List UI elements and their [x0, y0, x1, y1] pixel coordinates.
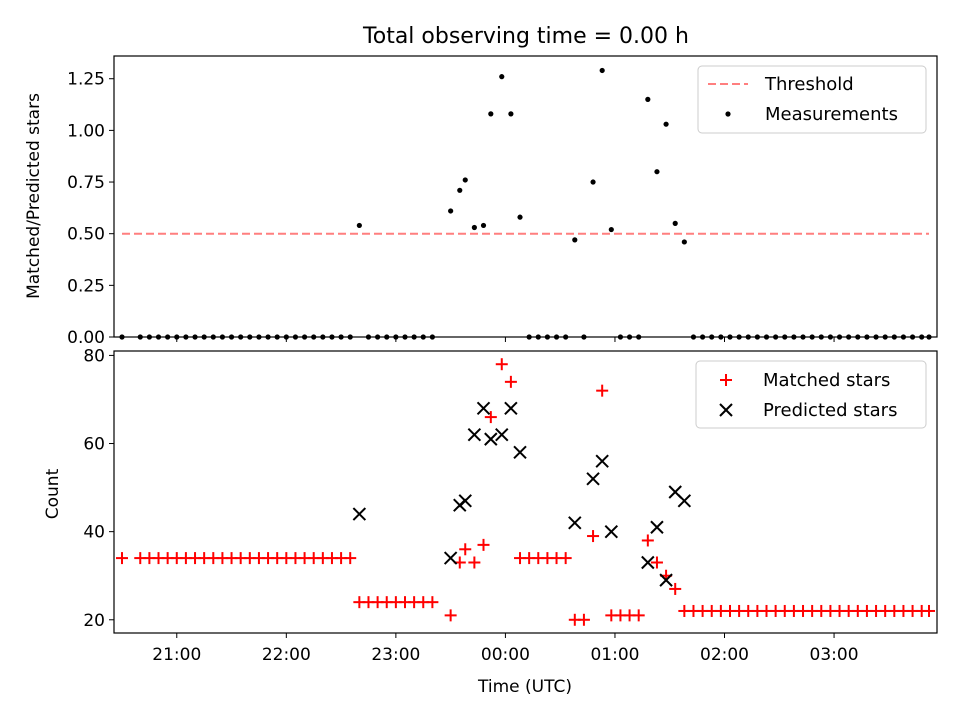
measurement-point	[499, 74, 505, 80]
measurement-point	[645, 96, 651, 102]
top-y-tick-label: 1.25	[67, 70, 105, 90]
top-y-axis: 0.00 0.25 0.50 0.75 1.00 1.25	[67, 70, 114, 348]
matched-star-point	[468, 556, 481, 569]
measurement-point	[590, 179, 596, 185]
predicted-star-point	[495, 428, 509, 442]
matched-star-point	[923, 604, 935, 617]
top-y-tick-label: 1.00	[67, 121, 105, 141]
bottom-y-tick-label: 80	[83, 346, 105, 366]
bottom-x-tick-label: 00:00	[481, 645, 530, 665]
matched-star-point	[477, 538, 490, 551]
top-chart-title: Total observing time = 0.00 h	[362, 24, 689, 49]
predicted-star-point	[604, 524, 619, 539]
matched-star-point	[504, 375, 517, 388]
top-y-axis-label: Matched/Predicted stars	[24, 93, 44, 299]
matched-star-point	[587, 530, 600, 543]
matched-star-point	[632, 609, 645, 622]
bottom-x-tick-label: 21:00	[152, 645, 201, 665]
top-legend-measurements-label: Measurements	[765, 104, 898, 125]
matched-star-point	[577, 613, 590, 626]
matched-star-point	[426, 596, 439, 609]
bottom-y-tick-label: 60	[83, 435, 105, 455]
measurement-point	[457, 187, 463, 193]
matched-star-point	[495, 358, 508, 371]
predicted-star-point	[443, 551, 458, 565]
bottom-x-tick-label: 03:00	[810, 645, 859, 665]
measurement-point	[681, 239, 687, 245]
bottom-x-tick-label: 22:00	[262, 645, 311, 665]
measurement-point	[599, 67, 605, 74]
predicted-star-point	[568, 516, 582, 530]
predicted-star-point	[476, 401, 491, 415]
bottom-x-tick-label: 23:00	[371, 645, 420, 665]
bottom-x-axis: 21:00 22:00 23:00 00:00 01:00 02:00 03:00	[152, 633, 859, 665]
top-plot-frame	[113, 55, 938, 338]
bottom-y-tick-label: 20	[83, 611, 105, 631]
predicted-star-point	[484, 432, 498, 446]
predicted-star-point	[504, 401, 518, 415]
top-legend: Threshold Measurements	[697, 65, 927, 134]
measurement-point	[488, 111, 494, 117]
matched-star-point	[559, 552, 572, 565]
bottom-y-axis-label: Count	[43, 468, 63, 519]
predicted-star-point	[513, 445, 527, 460]
bottom-x-tick-label: 01:00	[590, 645, 639, 665]
measurement-point	[517, 214, 523, 220]
bottom-y-tick-label: 40	[83, 523, 105, 543]
matched-star-point	[459, 543, 472, 556]
bottom-legend-predicted-label: Predicted stars	[763, 400, 897, 421]
bottom-legend: Matched stars Predicted stars	[695, 360, 927, 429]
bottom-x-axis-label: Time (UTC)	[477, 677, 572, 697]
measurement-point	[654, 169, 660, 175]
predicted-star-point	[352, 507, 367, 521]
measurement-point	[572, 237, 578, 243]
measurement-point	[672, 220, 678, 226]
bottom-plot-frame	[113, 350, 938, 634]
top-legend-box	[697, 65, 927, 134]
top-y-tick-label: 0.00	[67, 328, 105, 348]
matched-star-point	[116, 552, 128, 565]
bottom-x-tick-label: 02:00	[700, 645, 749, 665]
bottom-legend-matched-swatch	[720, 374, 732, 386]
bottom-legend-box	[695, 360, 927, 429]
predicted-star-point	[650, 520, 664, 534]
matched-star-point	[444, 609, 457, 622]
matched-star-point	[344, 552, 357, 565]
matched-star-point	[596, 384, 609, 397]
measurement-point	[448, 208, 454, 214]
measurement-point	[462, 177, 468, 183]
matched-star-point	[669, 582, 682, 595]
predicted-star-point	[641, 555, 655, 570]
top-legend-threshold-label: Threshold	[764, 74, 854, 95]
top-y-tick-label: 0.25	[67, 276, 105, 296]
top-x-axis-ticks	[176, 337, 835, 342]
measurement-point	[608, 226, 614, 233]
top-legend-measurements-swatch	[725, 111, 731, 117]
measurement-point	[663, 121, 669, 127]
predicted-star-point	[458, 494, 472, 508]
measurement-point	[480, 222, 487, 229]
matched-star-point	[641, 534, 654, 547]
bottom-plot-marks	[116, 358, 935, 626]
predicted-star-point	[659, 573, 673, 587]
measurement-point	[508, 111, 514, 117]
top-y-tick-label: 0.50	[67, 225, 105, 245]
matched-star-point	[484, 411, 497, 424]
measurement-point	[356, 222, 362, 229]
predicted-star-point	[595, 454, 609, 468]
measurement-point	[471, 224, 477, 231]
predicted-star-point	[677, 494, 692, 508]
bottom-y-axis: 20 40 60 80	[83, 346, 114, 631]
predicted-star-point	[467, 428, 482, 442]
bottom-legend-predicted-swatch	[719, 403, 733, 417]
matched-star-point	[650, 556, 663, 569]
top-y-tick-label: 0.75	[67, 173, 105, 193]
predicted-star-point	[586, 472, 600, 486]
bottom-legend-matched-label: Matched stars	[763, 370, 890, 391]
